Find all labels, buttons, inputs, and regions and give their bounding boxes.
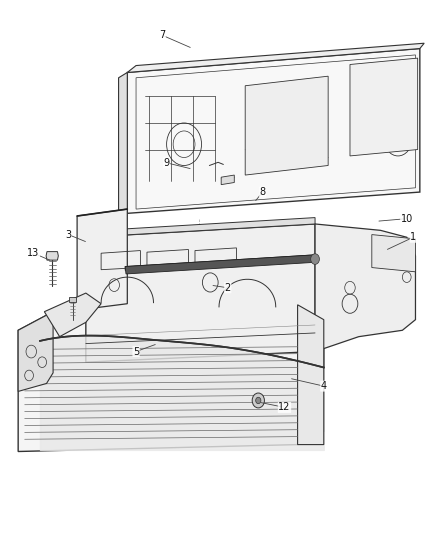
Polygon shape	[372, 235, 416, 272]
Text: 9: 9	[163, 158, 170, 168]
Polygon shape	[18, 305, 324, 451]
Text: 12: 12	[278, 402, 291, 413]
Text: 1: 1	[410, 232, 417, 243]
Polygon shape	[86, 224, 315, 362]
Polygon shape	[127, 43, 424, 72]
Polygon shape	[125, 255, 315, 270]
Polygon shape	[297, 305, 324, 445]
Text: 5: 5	[133, 346, 139, 357]
Text: 4: 4	[321, 381, 327, 391]
Text: 3: 3	[65, 230, 71, 240]
Polygon shape	[69, 297, 76, 302]
Circle shape	[256, 397, 261, 403]
Polygon shape	[119, 72, 127, 217]
Text: 7: 7	[159, 30, 166, 41]
Polygon shape	[221, 175, 234, 184]
Polygon shape	[245, 76, 328, 175]
Polygon shape	[46, 252, 58, 260]
Text: 13: 13	[27, 248, 39, 258]
Polygon shape	[127, 49, 420, 213]
Polygon shape	[77, 209, 127, 310]
Polygon shape	[18, 312, 53, 391]
Polygon shape	[350, 58, 418, 156]
Polygon shape	[315, 224, 416, 352]
Polygon shape	[44, 293, 101, 337]
Polygon shape	[86, 217, 315, 237]
Text: 10: 10	[401, 214, 413, 224]
Polygon shape	[125, 255, 316, 274]
Text: 8: 8	[260, 187, 266, 197]
Circle shape	[252, 393, 265, 408]
Text: 2: 2	[225, 283, 231, 293]
Circle shape	[311, 254, 319, 264]
